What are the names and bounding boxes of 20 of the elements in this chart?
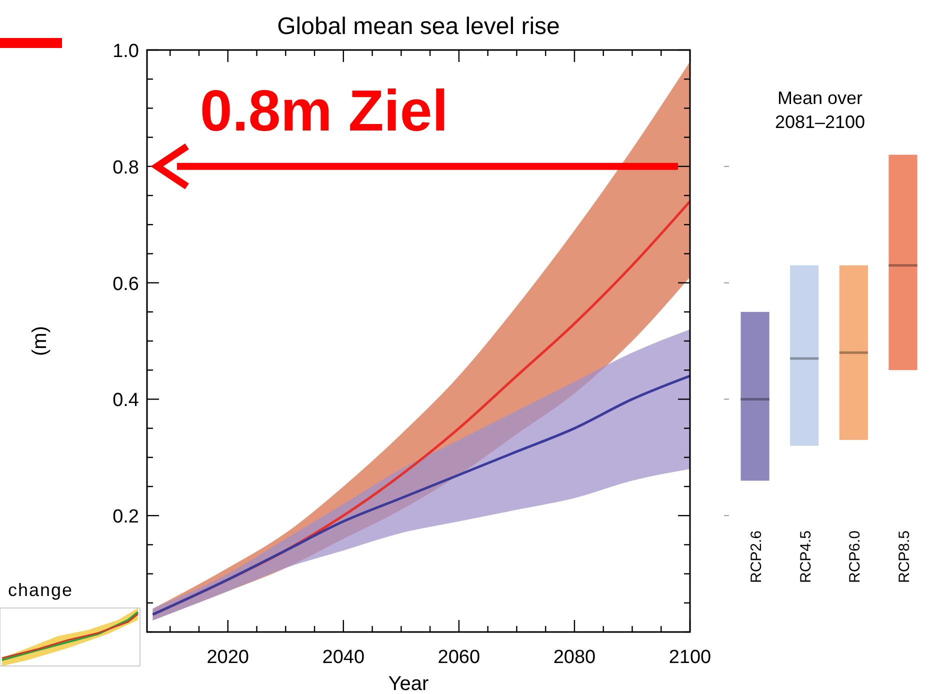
x-tick-label: RCP4.5 — [797, 530, 814, 583]
x-tick-label: RCP2.6 — [748, 530, 766, 583]
ref-line-label: 0.8m Ziel — [200, 78, 448, 144]
y-axis-title: (m) — [29, 326, 51, 356]
y-tick-label: 0.2 — [112, 506, 139, 528]
x-tick-label: 2100 — [668, 647, 712, 668]
y-tick-label: 0.4 — [112, 390, 140, 412]
x-tick-label: 2020 — [206, 647, 250, 668]
text: change — [8, 580, 74, 600]
x-tick-label: RCP6.0 — [846, 530, 864, 583]
y-tick-label: 0.6 — [112, 274, 139, 295]
chart-title: Mean over 2081–2100 — [774, 88, 866, 132]
y-tick-label: 0.8 — [112, 157, 139, 178]
x-tick-label: 2080 — [553, 647, 596, 668]
x-tick-label: 2040 — [322, 647, 365, 668]
chart-title: Global mean sea level rise — [277, 13, 560, 40]
y-tick-label: 1.0 — [112, 41, 139, 62]
x-tick-label: RCP8.5 — [896, 530, 913, 583]
x-tick-label: 2060 — [438, 647, 480, 668]
x-axis-title: Year — [388, 673, 430, 694]
